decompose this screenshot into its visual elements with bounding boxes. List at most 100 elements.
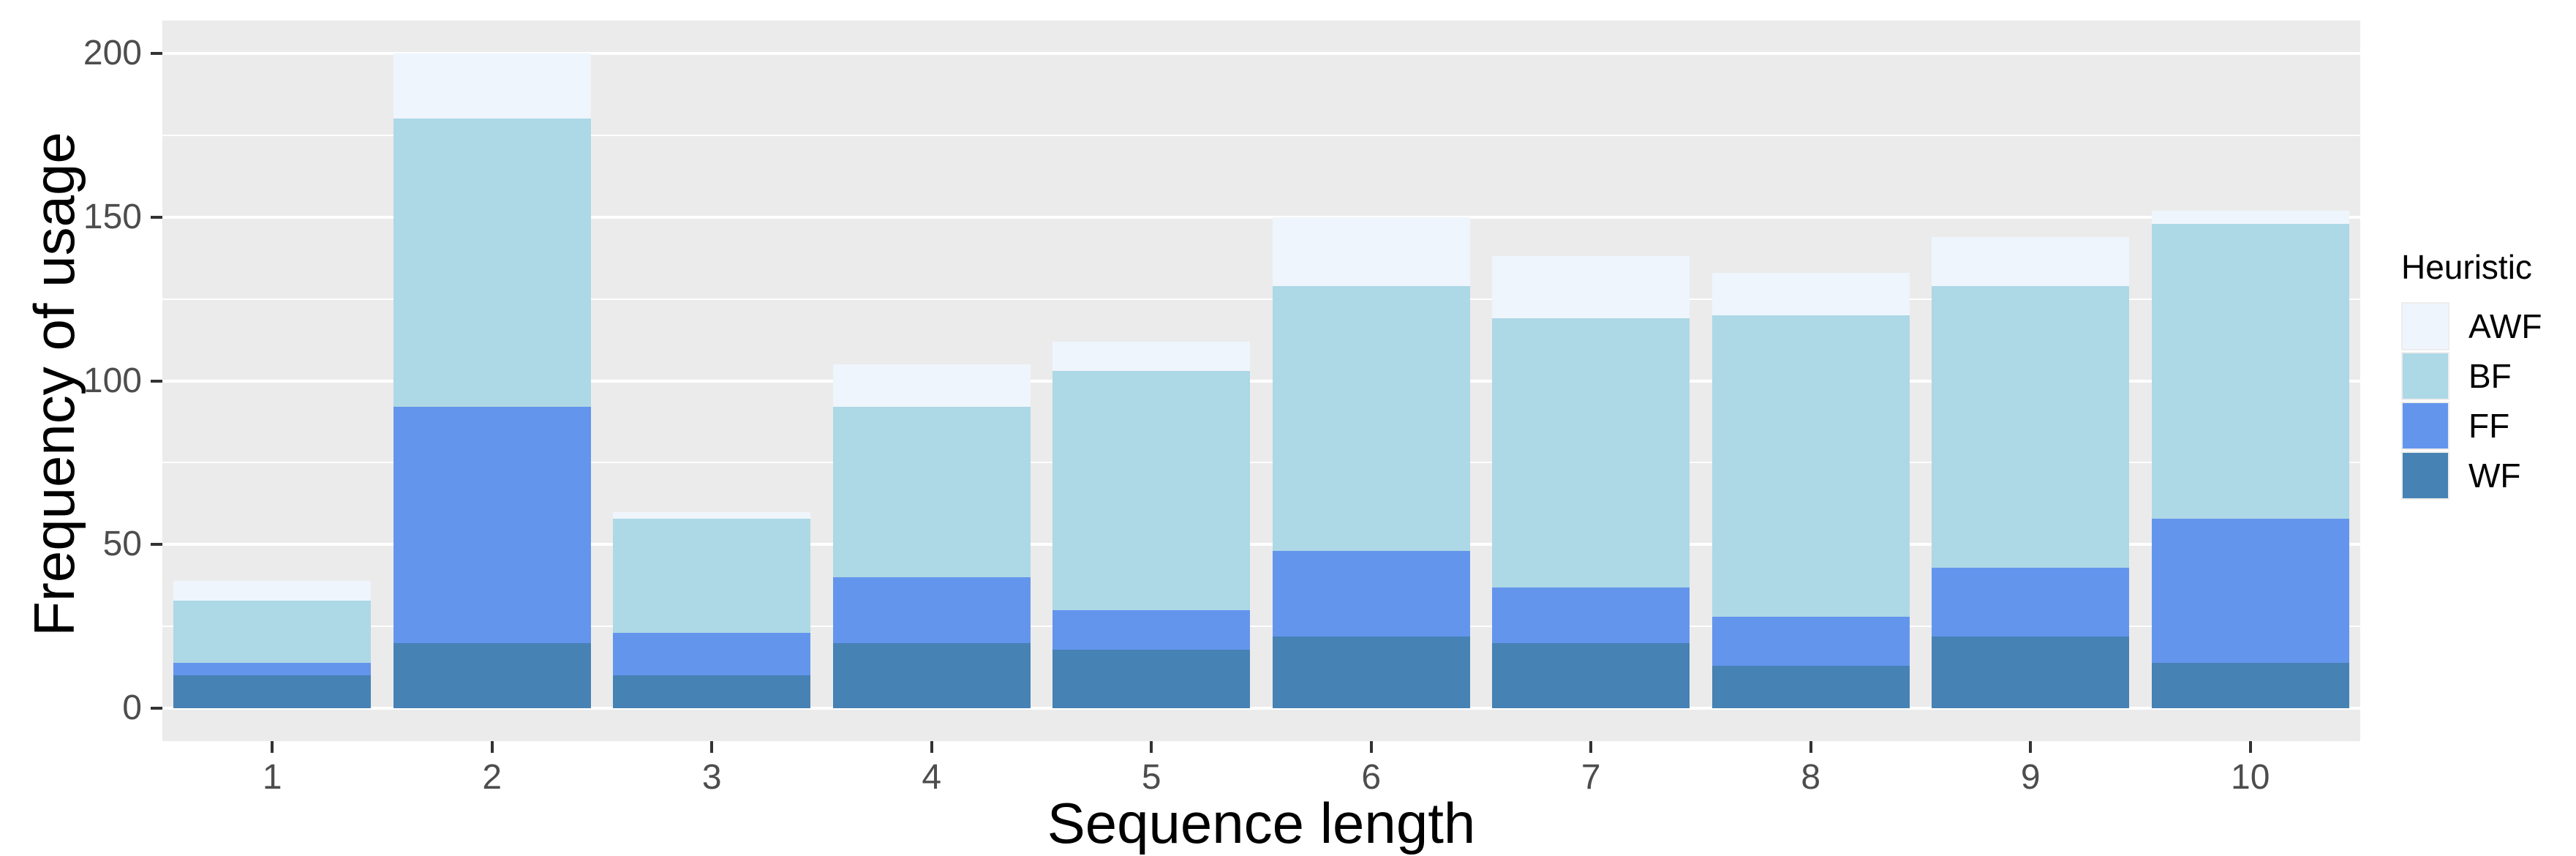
- y-tick-mark: [151, 379, 162, 383]
- bar-segment-ff: [1932, 567, 2130, 637]
- bar-segment-awf: [1272, 217, 1470, 286]
- gridline-minor: [162, 462, 2360, 464]
- gridline-minor: [162, 298, 2360, 300]
- bar-3: [613, 511, 811, 709]
- bar-segment-wf: [832, 642, 1031, 709]
- bar-segment-wf: [1492, 642, 1690, 709]
- x-tick-mark: [271, 741, 274, 753]
- legend-item: AWF: [2401, 302, 2542, 350]
- bar-segment-awf: [832, 364, 1031, 408]
- bar-segment-ff: [393, 407, 591, 643]
- bar-segment-ff: [1052, 609, 1251, 650]
- bar-segment-wf: [2151, 662, 2349, 709]
- bar-segment-wf: [1272, 636, 1470, 709]
- gridline-major: [162, 379, 2360, 383]
- bar-segment-awf: [1711, 272, 1910, 315]
- legend-item-label: AWF: [2468, 307, 2542, 345]
- bar-segment-wf: [1932, 636, 2130, 709]
- legend-item: FF: [2401, 402, 2542, 450]
- x-tick-label: 2: [482, 758, 502, 797]
- y-tick-label: 100: [83, 361, 142, 400]
- legend-swatch-wf: [2401, 451, 2449, 500]
- x-tick-label: 3: [701, 758, 722, 797]
- bar-segment-bf: [613, 518, 811, 634]
- x-tick-label: 7: [1581, 758, 1601, 797]
- x-tick-mark: [2248, 741, 2252, 753]
- bar-segment-bf: [1932, 285, 2130, 568]
- bar-segment-bf: [1272, 285, 1470, 552]
- bar-7: [1492, 256, 1690, 709]
- gridline-major: [162, 707, 2360, 710]
- bar-segment-awf: [2151, 210, 2349, 224]
- bar-10: [2151, 210, 2349, 709]
- bar-segment-bf: [2151, 223, 2349, 519]
- bar-4: [832, 364, 1031, 709]
- legend-title: Heuristic: [2401, 248, 2532, 286]
- bar-segment-wf: [1711, 666, 1910, 709]
- legend-item-label: BF: [2468, 357, 2512, 395]
- x-tick-label: 6: [1361, 758, 1382, 797]
- y-tick-mark: [151, 215, 162, 219]
- y-tick-label: 0: [122, 688, 142, 728]
- gridline-major: [162, 51, 2360, 55]
- bar-segment-wf: [173, 675, 372, 709]
- bar-segment-bf: [393, 119, 591, 408]
- legend: Heuristic AWF BF FF WF: [2401, 247, 2542, 502]
- bar-segment-ff: [1711, 616, 1910, 667]
- bar-segment-awf: [393, 53, 591, 119]
- x-tick-mark: [1369, 741, 1373, 753]
- y-tick-mark: [151, 51, 162, 55]
- legend-swatch-ff: [2401, 402, 2449, 450]
- legend-item-label: WF: [2468, 457, 2521, 495]
- bar-2: [393, 53, 591, 709]
- y-tick-label: 200: [83, 33, 142, 72]
- bar-segment-awf: [1932, 236, 2130, 286]
- x-tick-mark: [710, 741, 714, 753]
- legend-swatch-bf: [2401, 352, 2449, 400]
- bar-segment-awf: [613, 511, 811, 519]
- x-tick-mark: [1809, 741, 1812, 753]
- legend-swatch-awf: [2401, 302, 2449, 350]
- y-tick-label: 150: [83, 197, 142, 236]
- bar-6: [1272, 217, 1470, 709]
- gridline-major: [162, 543, 2360, 547]
- bar-segment-ff: [2151, 518, 2349, 663]
- y-tick-label: 50: [102, 525, 142, 564]
- x-tick-mark: [2029, 741, 2033, 753]
- x-tick-label: 1: [262, 758, 282, 797]
- x-tick-mark: [1589, 741, 1593, 753]
- bar-segment-awf: [1492, 256, 1690, 319]
- bar-segment-ff: [832, 577, 1031, 643]
- x-tick-label: 8: [1801, 758, 1821, 797]
- bar-segment-awf: [1052, 341, 1251, 372]
- bar-segment-ff: [1272, 551, 1470, 637]
- bar-segment-bf: [832, 407, 1031, 578]
- y-tick-mark: [151, 543, 162, 547]
- x-tick-label: 4: [922, 758, 942, 797]
- bar-segment-ff: [173, 662, 372, 676]
- bar-segment-bf: [1492, 318, 1690, 587]
- gridline-minor: [162, 626, 2360, 628]
- gridline-minor: [162, 134, 2360, 136]
- bar-segment-bf: [1052, 371, 1251, 610]
- plot-panel: [162, 20, 2360, 741]
- x-tick-label: 5: [1141, 758, 1161, 797]
- bar-5: [1052, 341, 1251, 709]
- legend-item: WF: [2401, 451, 2542, 500]
- x-tick-mark: [930, 741, 933, 753]
- y-tick-mark: [151, 707, 162, 710]
- bar-segment-wf: [393, 642, 591, 709]
- x-tick-label: 10: [2231, 758, 2270, 797]
- legend-item-label: FF: [2468, 407, 2510, 445]
- bar-8: [1711, 272, 1910, 709]
- x-axis-title: Sequence length: [1047, 791, 1476, 855]
- bar-1: [173, 580, 372, 709]
- bar-segment-awf: [173, 580, 372, 601]
- bar-segment-ff: [1492, 587, 1690, 643]
- bar-9: [1932, 236, 2130, 709]
- bar-segment-bf: [1711, 315, 1910, 617]
- gridline-major: [162, 215, 2360, 219]
- legend-item: BF: [2401, 352, 2542, 400]
- x-tick-label: 9: [2020, 758, 2041, 797]
